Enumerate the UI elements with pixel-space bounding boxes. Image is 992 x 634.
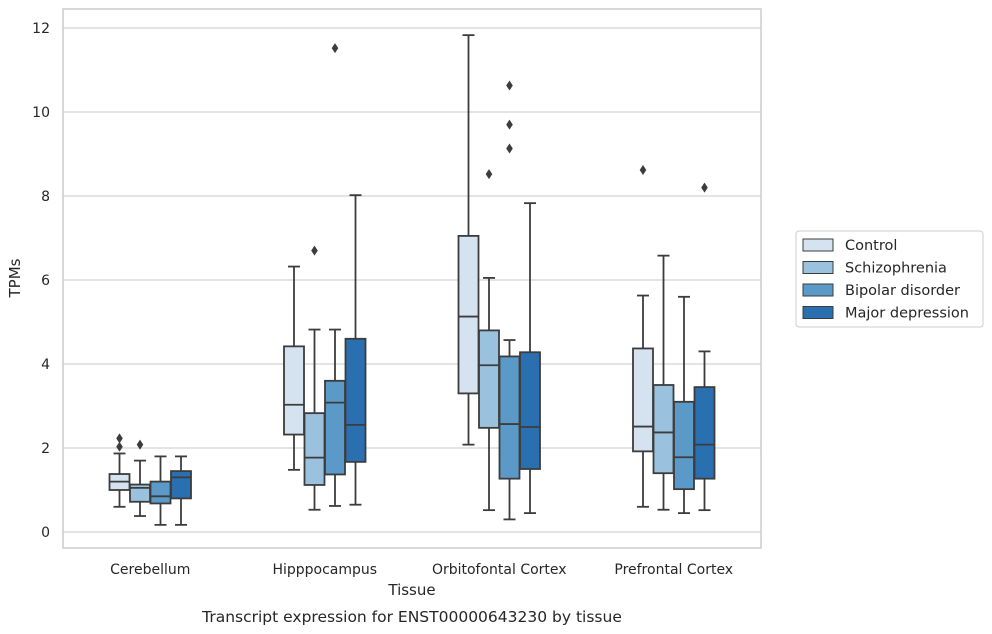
box-iqr: [519, 351, 541, 470]
box-iqr: [149, 480, 172, 505]
box-iqr: [324, 379, 346, 476]
outlier-point: [506, 80, 513, 91]
box-group: [632, 164, 654, 508]
box-iqr: [632, 347, 654, 453]
y-tick-label: 6: [41, 273, 50, 289]
y-tick-label: 0: [41, 525, 50, 541]
box-iqr: [673, 400, 695, 491]
y-tick-labels: 0 2 4 6 8 10 12: [32, 21, 50, 541]
box-iqr: [652, 384, 675, 475]
box-group: [344, 194, 367, 506]
legend-swatch: [802, 306, 834, 319]
outlier-point: [701, 182, 708, 193]
box-group: [283, 265, 305, 471]
box-group: [149, 455, 172, 526]
outlier-point: [485, 169, 493, 180]
box-group: [108, 433, 131, 508]
box-group: [673, 295, 695, 514]
legend-swatch: [802, 283, 834, 297]
y-tick-label: 4: [41, 357, 50, 373]
legend: Control Schizophrenia Bipolar disorder Majo…: [795, 230, 984, 328]
legend-swatch: [802, 261, 834, 274]
legend-label: Control: [845, 238, 897, 254]
box-iqr: [498, 355, 521, 480]
box-group: [129, 439, 151, 517]
x-tick-label: Prefrontal Cortex: [614, 562, 733, 578]
outlier-point: [639, 164, 647, 175]
box-group: [478, 169, 500, 512]
box-iqr: [170, 470, 192, 500]
box-group: [519, 202, 541, 514]
x-axis-label: Tissue: [387, 581, 435, 599]
box-group: [303, 245, 326, 511]
x-tick-label: Orbitofontal Cortex: [432, 562, 567, 578]
box-group: [457, 34, 480, 446]
boxes: [108, 34, 716, 526]
box-iqr: [303, 412, 326, 486]
legend-label: Bipolar disorder: [845, 283, 960, 299]
chart-caption: Transcript expression for ENST0000064323…: [201, 608, 622, 626]
box-iqr: [344, 337, 367, 463]
box-group: [498, 80, 521, 521]
outlier-point: [116, 433, 123, 444]
outlier-point: [116, 441, 123, 452]
box-group: [170, 455, 192, 526]
legend-swatch: [802, 238, 834, 252]
outlier-point: [506, 143, 513, 154]
plot-area-frame: [62, 8, 762, 549]
legend-frame: [795, 230, 984, 328]
box-iqr: [478, 329, 500, 429]
legend-label: Major depression: [845, 306, 969, 322]
y-tick-label: 12: [32, 21, 50, 37]
box-group: [693, 182, 716, 512]
box-iqr: [693, 386, 716, 480]
box-iqr: [457, 234, 480, 395]
x-tick-labels: Cerebellum Hipppocampus Orbitofontal Corte…: [110, 562, 733, 578]
outlier-point: [136, 439, 144, 450]
y-tick-label: 8: [41, 189, 50, 205]
outlier-point: [311, 245, 318, 256]
x-tick-label: Hipppocampus: [272, 562, 377, 578]
y-tick-label: 2: [41, 441, 50, 457]
legend-label: Schizophrenia: [845, 261, 947, 277]
box-group: [324, 43, 346, 507]
y-axis-label: TPMs: [6, 258, 24, 298]
outlier-point: [506, 119, 513, 130]
box-iqr: [283, 345, 305, 436]
box-group: [652, 254, 675, 511]
x-tick-label: Cerebellum: [110, 562, 190, 578]
grid-lines: [63, 27, 761, 533]
outlier-point: [331, 43, 339, 54]
y-tick-label: 10: [32, 105, 50, 121]
